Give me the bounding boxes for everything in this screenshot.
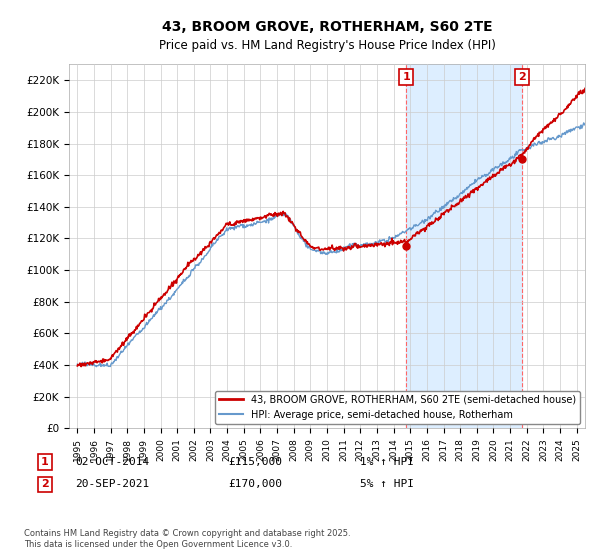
Text: 1: 1 [402,72,410,82]
Bar [406,64,522,428]
Legend: 43, BROOM GROVE, ROTHERHAM, S60 2TE (semi-detached house), HPI: Average price, s: 43, BROOM GROVE, ROTHERHAM, S60 2TE (sem… [215,391,580,423]
Text: 2: 2 [41,479,49,489]
Text: £170,000: £170,000 [228,479,282,489]
Text: Contains HM Land Registry data © Crown copyright and database right 2025.
This d: Contains HM Land Registry data © Crown c… [24,529,350,549]
Text: 5% ↑ HPI: 5% ↑ HPI [360,479,414,489]
Text: 20-SEP-2021: 20-SEP-2021 [75,479,149,489]
Text: 1: 1 [41,457,49,467]
Text: 43, BROOM GROVE, ROTHERHAM, S60 2TE: 43, BROOM GROVE, ROTHERHAM, S60 2TE [161,20,493,34]
Text: 1% ↑ HPI: 1% ↑ HPI [360,457,414,467]
Text: £115,000: £115,000 [228,457,282,467]
Text: Price paid vs. HM Land Registry's House Price Index (HPI): Price paid vs. HM Land Registry's House … [158,39,496,52]
Text: 02-OCT-2014: 02-OCT-2014 [75,457,149,467]
Text: 2: 2 [518,72,526,82]
